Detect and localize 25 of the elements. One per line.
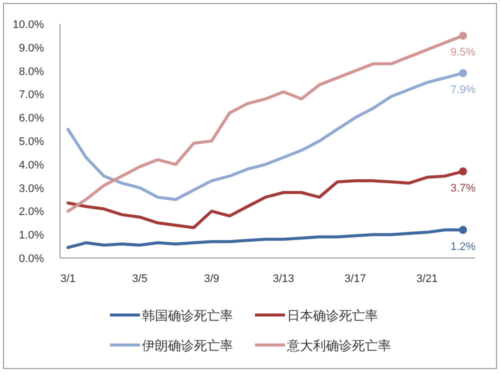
y-tick-label: 6.0%	[18, 112, 44, 125]
x-tick-label: 3/5	[132, 273, 148, 285]
y-tick-label: 2.0%	[18, 206, 44, 218]
y-tick-label: 7.0%	[18, 89, 44, 102]
x-tick-label: 3/13	[272, 273, 294, 285]
y-tick-label: 3.0%	[18, 182, 44, 195]
y-tick-label: 1.0%	[18, 230, 44, 242]
x-tick-label: 3/21	[416, 273, 438, 285]
legend-label: 韩国确诊死亡率	[142, 308, 233, 323]
x-tick-label: 3/17	[344, 273, 366, 285]
y-tick-label: 4.0%	[18, 159, 44, 172]
data-label: 7.9%	[450, 84, 476, 96]
x-tick-label: 3/1	[60, 273, 76, 285]
y-tick-label: 9.0%	[18, 42, 44, 54]
legend-label: 伊朗确诊死亡率	[142, 338, 233, 353]
y-tick-label: 5.0%	[18, 136, 44, 148]
data-label: 3.7%	[450, 182, 476, 194]
data-label: 1.2%	[450, 240, 476, 253]
data-label: 9.5%	[450, 46, 476, 59]
legend-label: 日本确诊死亡率	[287, 308, 378, 323]
y-tick-label: 10.0%	[12, 19, 44, 31]
y-tick-label: 8.0%	[18, 66, 44, 78]
x-tick-label: 3/9	[204, 273, 220, 285]
y-tick-label: 0.0%	[18, 253, 44, 265]
legend-label: 意大利确诊死亡率	[286, 338, 391, 353]
